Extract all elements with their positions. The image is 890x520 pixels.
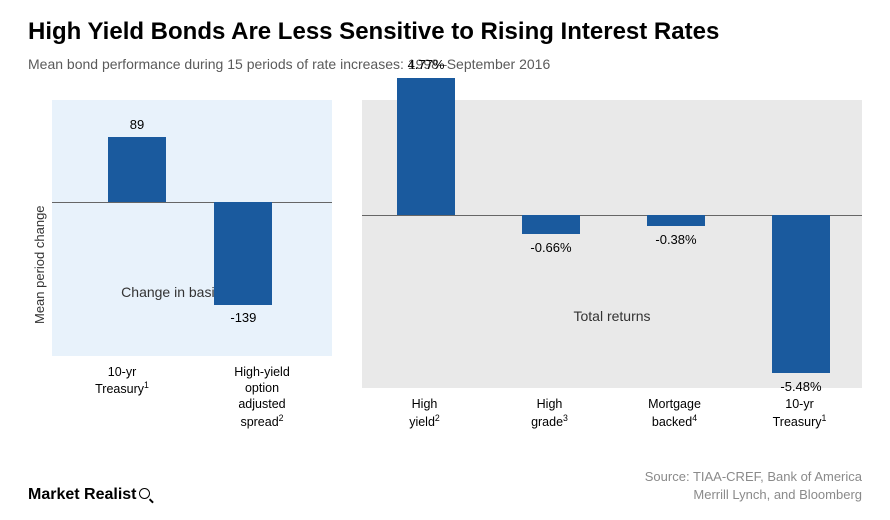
category-row-left: 10-yrTreasury1 High-yield optionadjusted … bbox=[52, 356, 332, 430]
category-label: 10-yrTreasury1 bbox=[77, 364, 167, 430]
panels-container: Change in basis points89-139 10-yrTreasu… bbox=[52, 100, 862, 430]
plot-total-returns: Total returns4.77%-0.66%-0.38%-5.48% bbox=[362, 100, 862, 388]
footer: Market Realist Source: TIAA-CREF, Bank o… bbox=[28, 468, 862, 504]
chart-title: High Yield Bonds Are Less Sensitive to R… bbox=[28, 18, 862, 46]
bar bbox=[772, 215, 830, 373]
bar-value-label: 4.77% bbox=[386, 57, 466, 72]
category-label: 10-yrTreasury1 bbox=[755, 396, 845, 430]
plot-basis-points: Change in basis points89-139 bbox=[52, 100, 332, 356]
zero-line bbox=[52, 202, 332, 203]
bar bbox=[522, 215, 580, 234]
bar-value-label: -5.48% bbox=[761, 379, 841, 394]
section-label: Total returns bbox=[573, 308, 650, 324]
bar-value-label: -0.66% bbox=[511, 240, 591, 255]
bar-value-label: -139 bbox=[203, 310, 283, 325]
y-axis-label: Mean period change bbox=[28, 100, 52, 430]
bar-value-label: -0.38% bbox=[636, 232, 716, 247]
source-line-1: Source: TIAA-CREF, Bank of America bbox=[645, 468, 862, 486]
brand-text: Market Realist bbox=[28, 486, 137, 504]
category-label: High-yield optionadjusted spread2 bbox=[217, 364, 307, 430]
bar bbox=[214, 202, 272, 304]
bar-value-label: 89 bbox=[97, 117, 177, 132]
bar bbox=[397, 78, 455, 216]
panel-total-returns: Total returns4.77%-0.66%-0.38%-5.48% Hig… bbox=[362, 100, 862, 430]
panel-basis-points: Change in basis points89-139 10-yrTreasu… bbox=[52, 100, 332, 430]
category-label: Highyield2 bbox=[380, 396, 470, 430]
source-line-2: Merrill Lynch, and Bloomberg bbox=[645, 486, 862, 504]
brand-logo: Market Realist bbox=[28, 486, 153, 504]
chart-area: Mean period change Change in basis point… bbox=[28, 100, 862, 430]
category-label: Mortgagebacked4 bbox=[630, 396, 720, 430]
source-attribution: Source: TIAA-CREF, Bank of America Merri… bbox=[645, 468, 862, 504]
category-label: Highgrade3 bbox=[505, 396, 595, 430]
category-row-right: Highyield2 Highgrade3 Mortgagebacked4 10-yr… bbox=[362, 388, 862, 430]
bar bbox=[108, 137, 166, 203]
magnifier-icon bbox=[139, 488, 153, 502]
bar bbox=[647, 215, 705, 226]
